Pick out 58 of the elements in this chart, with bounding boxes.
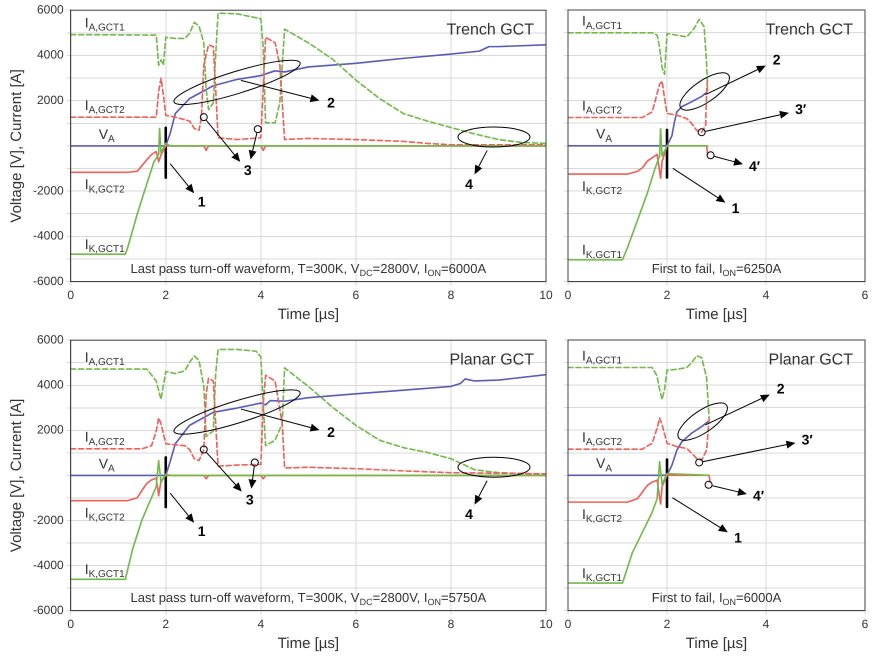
x-tick-label: 8: [448, 617, 455, 632]
y-tick-label: 2000: [36, 422, 64, 437]
x-tick-label: 0: [564, 617, 572, 632]
y-tick-label: -2000: [32, 512, 64, 527]
y-axis-title: Voltage [V], Current [A]: [8, 69, 26, 223]
annotation: 3: [244, 162, 252, 178]
annotation: 1: [732, 200, 740, 216]
text: Trench GCT: [766, 21, 854, 38]
y-tick-label: -6000: [32, 274, 64, 288]
annotation: 4: [465, 506, 474, 522]
x-tick-label: 10: [539, 617, 553, 632]
annotation: 4′: [753, 488, 765, 504]
x-tick-label: 4: [257, 617, 264, 632]
x-tick-label: 2: [162, 288, 170, 302]
annotation: 2: [776, 380, 785, 396]
x-tick-label: 0: [564, 288, 572, 302]
annotation: 3: [246, 491, 254, 508]
annotation: 2: [327, 424, 336, 440]
annotation: 2: [327, 94, 336, 110]
x-axis-title: Time [µs]: [278, 635, 340, 652]
annotation: 3′: [795, 101, 807, 118]
y-tick-label: -6000: [32, 602, 64, 617]
x-tick-label: 6: [862, 617, 869, 632]
annotation: 1: [734, 529, 742, 546]
y-axis-title: Voltage [V], Current [A]: [8, 398, 26, 552]
y-tick-label: 4000: [36, 48, 64, 62]
y-tick-label: 6000: [36, 332, 64, 347]
x-tick-label: 0: [67, 617, 74, 632]
y-tick-label: 6000: [36, 2, 64, 17]
annotation: 4: [465, 176, 474, 192]
x-axis-title: Time [µs]: [278, 306, 340, 324]
text: Trench GCT: [446, 22, 534, 39]
y-tick-label: -4000: [32, 228, 64, 243]
x-axis-title: Time [µs]: [686, 306, 748, 324]
x-tick-label: 2: [162, 617, 170, 632]
y-tick-label: -4000: [32, 558, 64, 572]
x-tick-label: 2: [664, 617, 671, 632]
x-tick-label: 0: [67, 288, 74, 302]
x-tick-label: 6: [862, 288, 869, 302]
x-tick-label: 6: [352, 288, 360, 302]
x-tick-label: 6: [352, 617, 360, 632]
text: Planar GCT: [450, 352, 534, 369]
x-tick-label: 2: [664, 288, 671, 302]
x-tick-label: 4: [762, 288, 770, 302]
y-tick-label: -2000: [32, 183, 64, 198]
x-axis-title: Time [µs]: [686, 635, 748, 652]
y-tick-label: 4000: [36, 378, 64, 392]
annotation: 1: [198, 522, 206, 539]
annotation: 2: [772, 51, 781, 68]
x-tick-label: 4: [762, 617, 770, 632]
annotation: 1: [198, 193, 206, 210]
annotation: 3′: [802, 431, 814, 448]
text: Planar GCT: [768, 351, 854, 368]
x-tick-label: 4: [257, 288, 264, 302]
x-tick-label: 10: [539, 288, 553, 302]
x-tick-label: 8: [448, 288, 455, 302]
y-tick-label: 2000: [36, 92, 64, 107]
annotation: 4′: [748, 158, 761, 174]
